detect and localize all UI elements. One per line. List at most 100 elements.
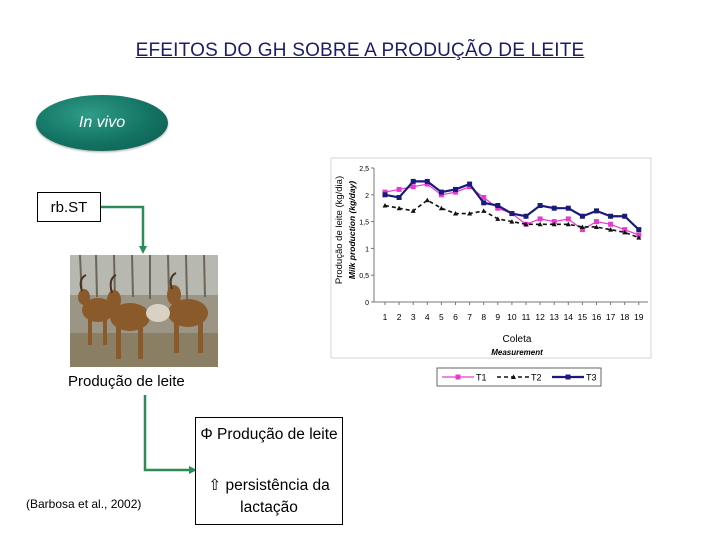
data-point-T2 [622, 229, 628, 235]
chart-border [330, 157, 652, 359]
data-point-T1 [537, 216, 543, 222]
data-point-T2 [565, 221, 571, 227]
data-point-T3 [537, 203, 543, 209]
legend-label-T2: T2 [531, 373, 542, 383]
data-point-T2 [509, 219, 515, 224]
data-point-T2 [594, 224, 599, 229]
data-point-T3 [410, 178, 416, 184]
data-point-T3 [608, 213, 614, 219]
data-point-T2 [467, 211, 473, 216]
data-point-T2 [551, 221, 557, 227]
treatment-label: rb.ST [50, 198, 88, 216]
x-tick-label: 11 [522, 312, 531, 322]
arrow-treatment-to-goats [101, 205, 147, 254]
data-point-T3 [636, 227, 642, 233]
x-tick-label: 14 [564, 312, 574, 322]
in-vivo-label: In vivo [78, 114, 126, 131]
y-tick-label: 2 [365, 193, 369, 200]
data-point-T3 [594, 208, 599, 214]
series-group [382, 178, 642, 240]
legend-marker-T3 [565, 374, 571, 380]
y-tick-label: 0 [365, 300, 369, 307]
data-point-T3 [467, 181, 473, 187]
data-point-T3 [396, 194, 402, 200]
x-tick-label: 4 [425, 312, 430, 322]
legend: T1 T2 T3 [442, 373, 597, 383]
data-point-T3 [509, 211, 515, 217]
data-point-T2 [410, 208, 416, 213]
data-point-T1 [481, 194, 487, 200]
x-tick-label: 6 [453, 312, 458, 322]
data-point-T3 [622, 213, 628, 219]
result-production: Φ Produção de leite [200, 426, 338, 443]
x-ticks: 1 2 3 4 5 6 7 8 9 10 11 12 13 14 15 16 17 18 19 [383, 302, 644, 322]
data-point-T3 [424, 178, 430, 184]
data-point-T2 [636, 235, 642, 240]
data-point-T2 [579, 224, 585, 229]
data-point-T2 [424, 197, 430, 203]
x-tick-label: 5 [439, 312, 444, 322]
legend-marker-T2 [511, 374, 516, 379]
y-axis-label: Produção de leite (kg/dia) [334, 176, 345, 284]
data-point-T1 [622, 227, 628, 233]
data-point-T2 [382, 203, 388, 208]
y-tick-label: 0,5 [359, 273, 369, 280]
y-tick-label: 1,5 [359, 220, 369, 227]
data-point-T3 [579, 213, 585, 219]
arrow-production-to-result [143, 395, 197, 474]
legend-marker-T1 [455, 374, 461, 380]
x-tick-label: 17 [606, 312, 616, 322]
data-point-T2 [523, 221, 529, 227]
x-tick-label: 7 [467, 312, 472, 322]
data-point-T3 [481, 200, 487, 206]
x-tick-label: 3 [411, 312, 416, 322]
x-tick-label: 10 [507, 312, 517, 322]
x-tick-label: 8 [481, 312, 486, 322]
y-axis-titles: Produção de leite (kg/dia) Milk productio… [334, 176, 357, 284]
data-point-T1 [565, 216, 571, 222]
x-axis-label: Coleta [503, 334, 532, 345]
goats-photo [70, 255, 218, 367]
x-tick-label: 9 [495, 312, 500, 322]
treatment-box: rb.ST [37, 192, 101, 222]
x-axis-label-en: Measurement [491, 348, 543, 357]
data-point-T3 [438, 189, 444, 195]
data-point-T3 [453, 186, 458, 192]
data-point-T1 [594, 219, 599, 225]
result-persistence: ⇧ persistência da lactação [208, 477, 330, 516]
data-point-T1 [396, 186, 402, 192]
data-point-T2 [608, 227, 614, 232]
y-tick-label: 2,5 [359, 166, 369, 173]
x-tick-label: 16 [592, 312, 602, 322]
data-point-T3 [551, 205, 557, 211]
data-point-T2 [396, 205, 402, 211]
data-point-T1 [410, 184, 416, 190]
result-box: Φ Produção de leite ⇧ persistência da la… [195, 417, 343, 525]
series-line-T2 [384, 199, 640, 239]
x-tick-label: 18 [620, 312, 630, 322]
data-point-T1 [382, 189, 388, 195]
citation: (Barbosa et al., 2002) [26, 497, 142, 511]
data-point-T3 [523, 213, 529, 219]
x-tick-label: 19 [634, 312, 644, 322]
y-ticks: 0 0,5 1 1,5 2 2,5 [359, 166, 374, 307]
data-point-T2 [453, 211, 458, 216]
data-point-T1 [467, 184, 473, 190]
data-point-T1 [551, 219, 557, 225]
data-point-T2 [495, 216, 501, 221]
data-point-T2 [481, 208, 487, 213]
legend-label-T3: T3 [586, 373, 597, 383]
production-label: Produção de leite [68, 373, 185, 390]
x-tick-label: 12 [535, 312, 545, 322]
x-tick-label: 15 [578, 312, 588, 322]
data-point-T1 [495, 205, 501, 211]
y-axis-label-en: Milk production (kg/day) [347, 181, 357, 279]
data-point-T2 [537, 221, 543, 227]
data-point-T1 [438, 192, 444, 198]
x-tick-label: 13 [549, 312, 559, 322]
x-tick-label: 1 [383, 312, 388, 322]
data-point-T1 [579, 227, 585, 233]
data-point-T3 [565, 205, 571, 211]
